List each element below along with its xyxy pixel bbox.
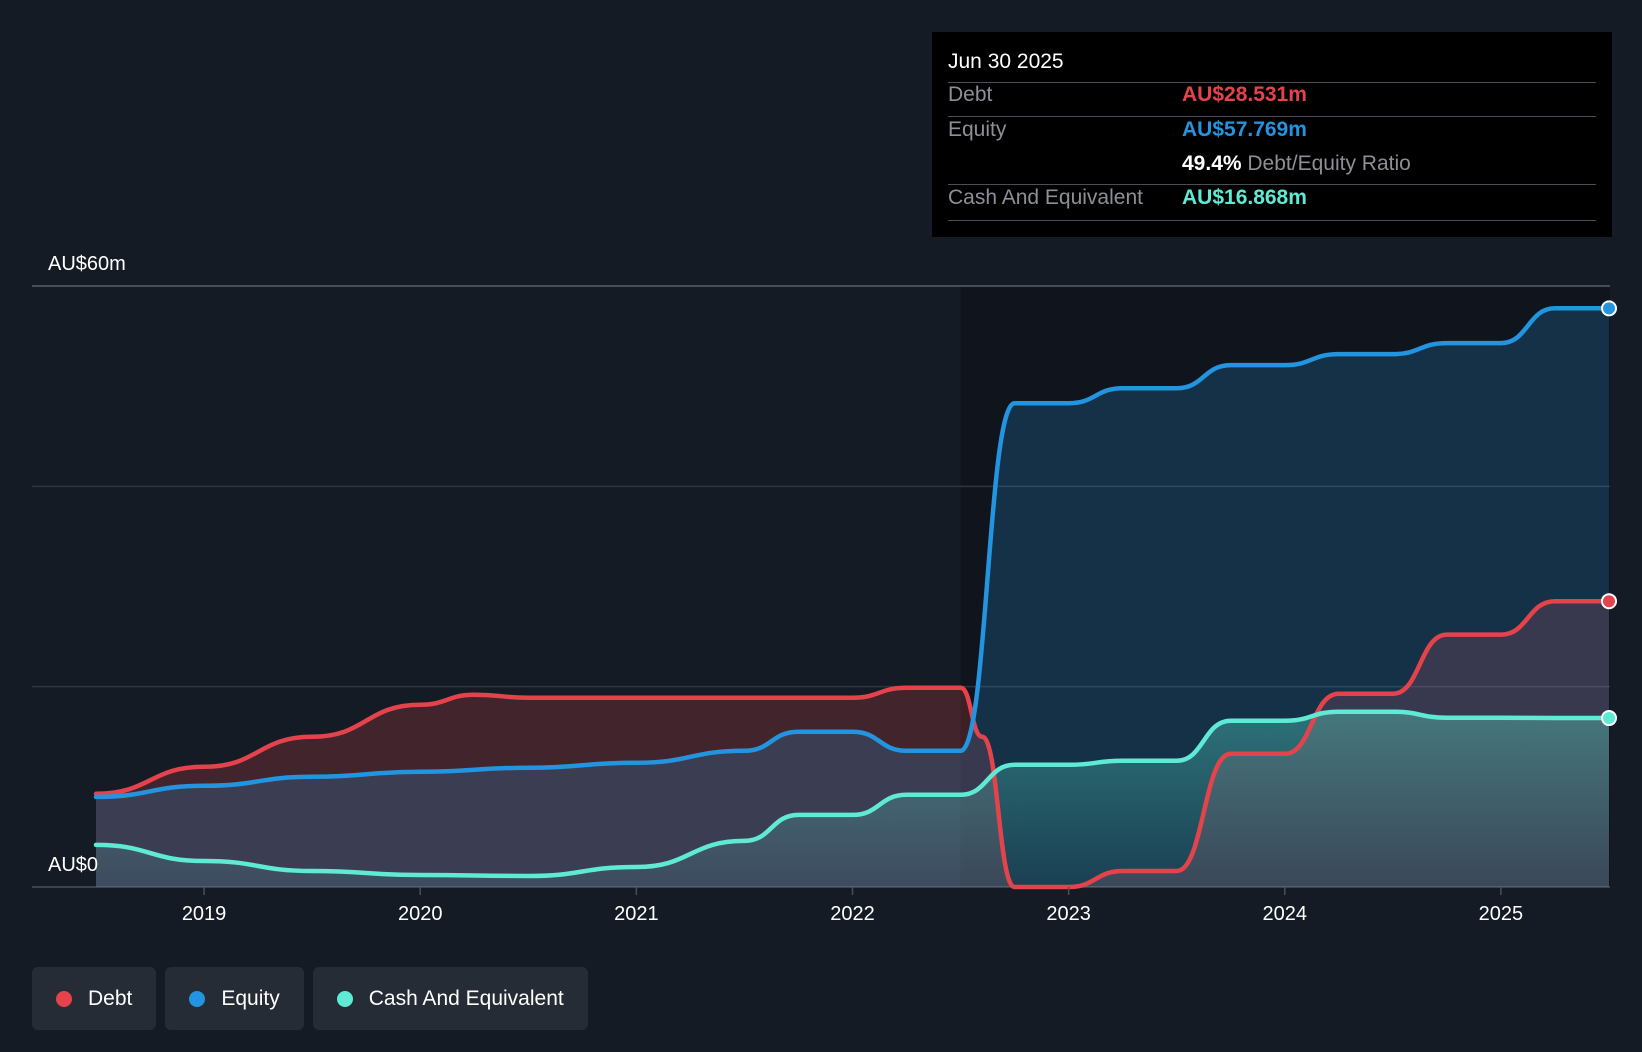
tooltip-debt-value: AU$28.531m [1182,83,1307,106]
debt-line [93,598,1612,890]
y-axis-label: AU$60m [48,253,126,275]
x-tick-label: 2022 [830,903,875,925]
x-tick-label: 2025 [1479,903,1524,925]
legend-label-equity: Equity [221,986,280,1010]
cash-and-equivalent-line [93,709,1612,879]
x-tick-label: 2019 [182,903,227,925]
legend-dot-debt [56,990,72,1007]
tooltip-divider [948,82,1596,83]
tooltip-cash-value: AU$16.868m [1182,186,1307,209]
equity-end-point [1601,300,1617,317]
tooltip-equity-label: Equity [948,118,1007,141]
legend: Debt Equity Cash And Equivalent [32,967,588,1030]
x-tick-label: 2021 [614,903,659,925]
cash-and-equivalent-end-point [1601,710,1617,727]
x-tick-label: 2023 [1046,903,1091,925]
legend-dot-cash [336,990,353,1007]
tooltip-date: Jun 30 2025 [948,50,1064,73]
legend-item-cash[interactable]: Cash And Equivalent [312,967,588,1030]
tooltip-divider [948,184,1596,185]
tooltip-ratio-value: 49.4% [1182,152,1242,175]
x-tick-label: 2024 [1263,903,1308,925]
tooltip-divider [948,220,1596,221]
tooltip-ratio-label: Debt/Equity Ratio [1247,152,1411,175]
tooltip-cash-label: Cash And Equivalent [948,186,1143,209]
tooltip-debt-label: Debt [948,83,993,106]
tooltip-equity-value: AU$57.769m [1182,118,1307,141]
tooltip-ratio: 49.4% Debt/Equity Ratio [1182,152,1411,176]
legend-dot-equity [189,990,206,1007]
x-tick-label: 2020 [398,903,443,925]
legend-item-equity[interactable]: Equity [165,967,304,1030]
debt-end-point [1601,593,1617,610]
tooltip-panel: Jun 30 2025 Debt AU$28.531m Equity AU$57… [932,32,1612,237]
y-axis-label: AU$0 [48,854,98,876]
legend-label-debt: Debt [88,986,133,1010]
equity-line [93,306,1612,800]
tooltip-divider [948,116,1596,117]
legend-label-cash: Cash And Equivalent [368,986,564,1010]
legend-item-debt[interactable]: Debt [32,967,157,1030]
